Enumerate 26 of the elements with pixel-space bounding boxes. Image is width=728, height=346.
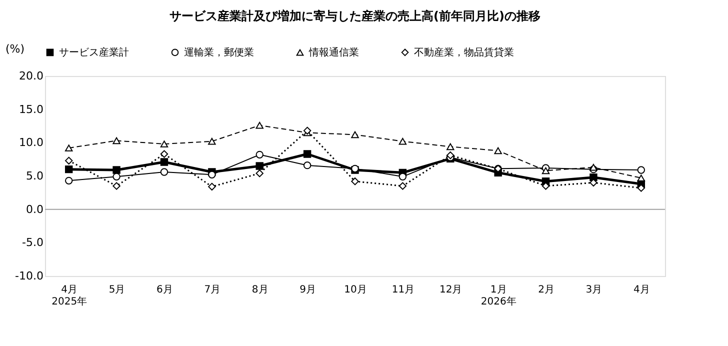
x-tick-label: 4月 2025年 xyxy=(52,284,88,308)
x-tick-label: 9月 xyxy=(300,284,316,296)
y-tick-label: 5.0 xyxy=(26,170,44,182)
x-tick-label: 12月 xyxy=(440,284,462,296)
x-tick-label: 6月 xyxy=(156,284,173,296)
x-tick-label: 4月 xyxy=(633,284,650,296)
x-tick-label: 7月 xyxy=(204,284,221,296)
y-tick-label: 0.0 xyxy=(26,202,44,216)
chart-title: サービス産業計及び増加に寄与した産業の売上高(前年同月比)の推移 xyxy=(170,9,540,23)
x-tick-label: 11月 xyxy=(392,284,415,296)
y-tick-label: -5.0 xyxy=(22,236,44,250)
legend-label: 運輸業，郵便業 xyxy=(184,46,254,58)
x-tick-label: 10月 xyxy=(344,284,367,296)
y-tick-label: 15.0 xyxy=(19,102,44,116)
y-tick-label: -10.0 xyxy=(15,270,44,282)
legend-label: 情報通信業 xyxy=(308,46,359,58)
x-tick-label: 1月 2026年 xyxy=(480,284,516,308)
y-tick-label: 20.0 xyxy=(19,70,44,82)
y-axis-title: (%) xyxy=(6,42,25,56)
x-tick-label: 5月 xyxy=(108,284,126,296)
x-tick-label: 2月 xyxy=(538,284,554,296)
x-tick-label: 8月 xyxy=(252,284,268,296)
y-tick-label: 10.0 xyxy=(19,136,44,150)
legend-label: サービス産業計 xyxy=(59,46,129,58)
legend-label: 不動産業，物品賃貸業 xyxy=(414,46,514,58)
x-tick-label: 3月 xyxy=(586,284,602,296)
